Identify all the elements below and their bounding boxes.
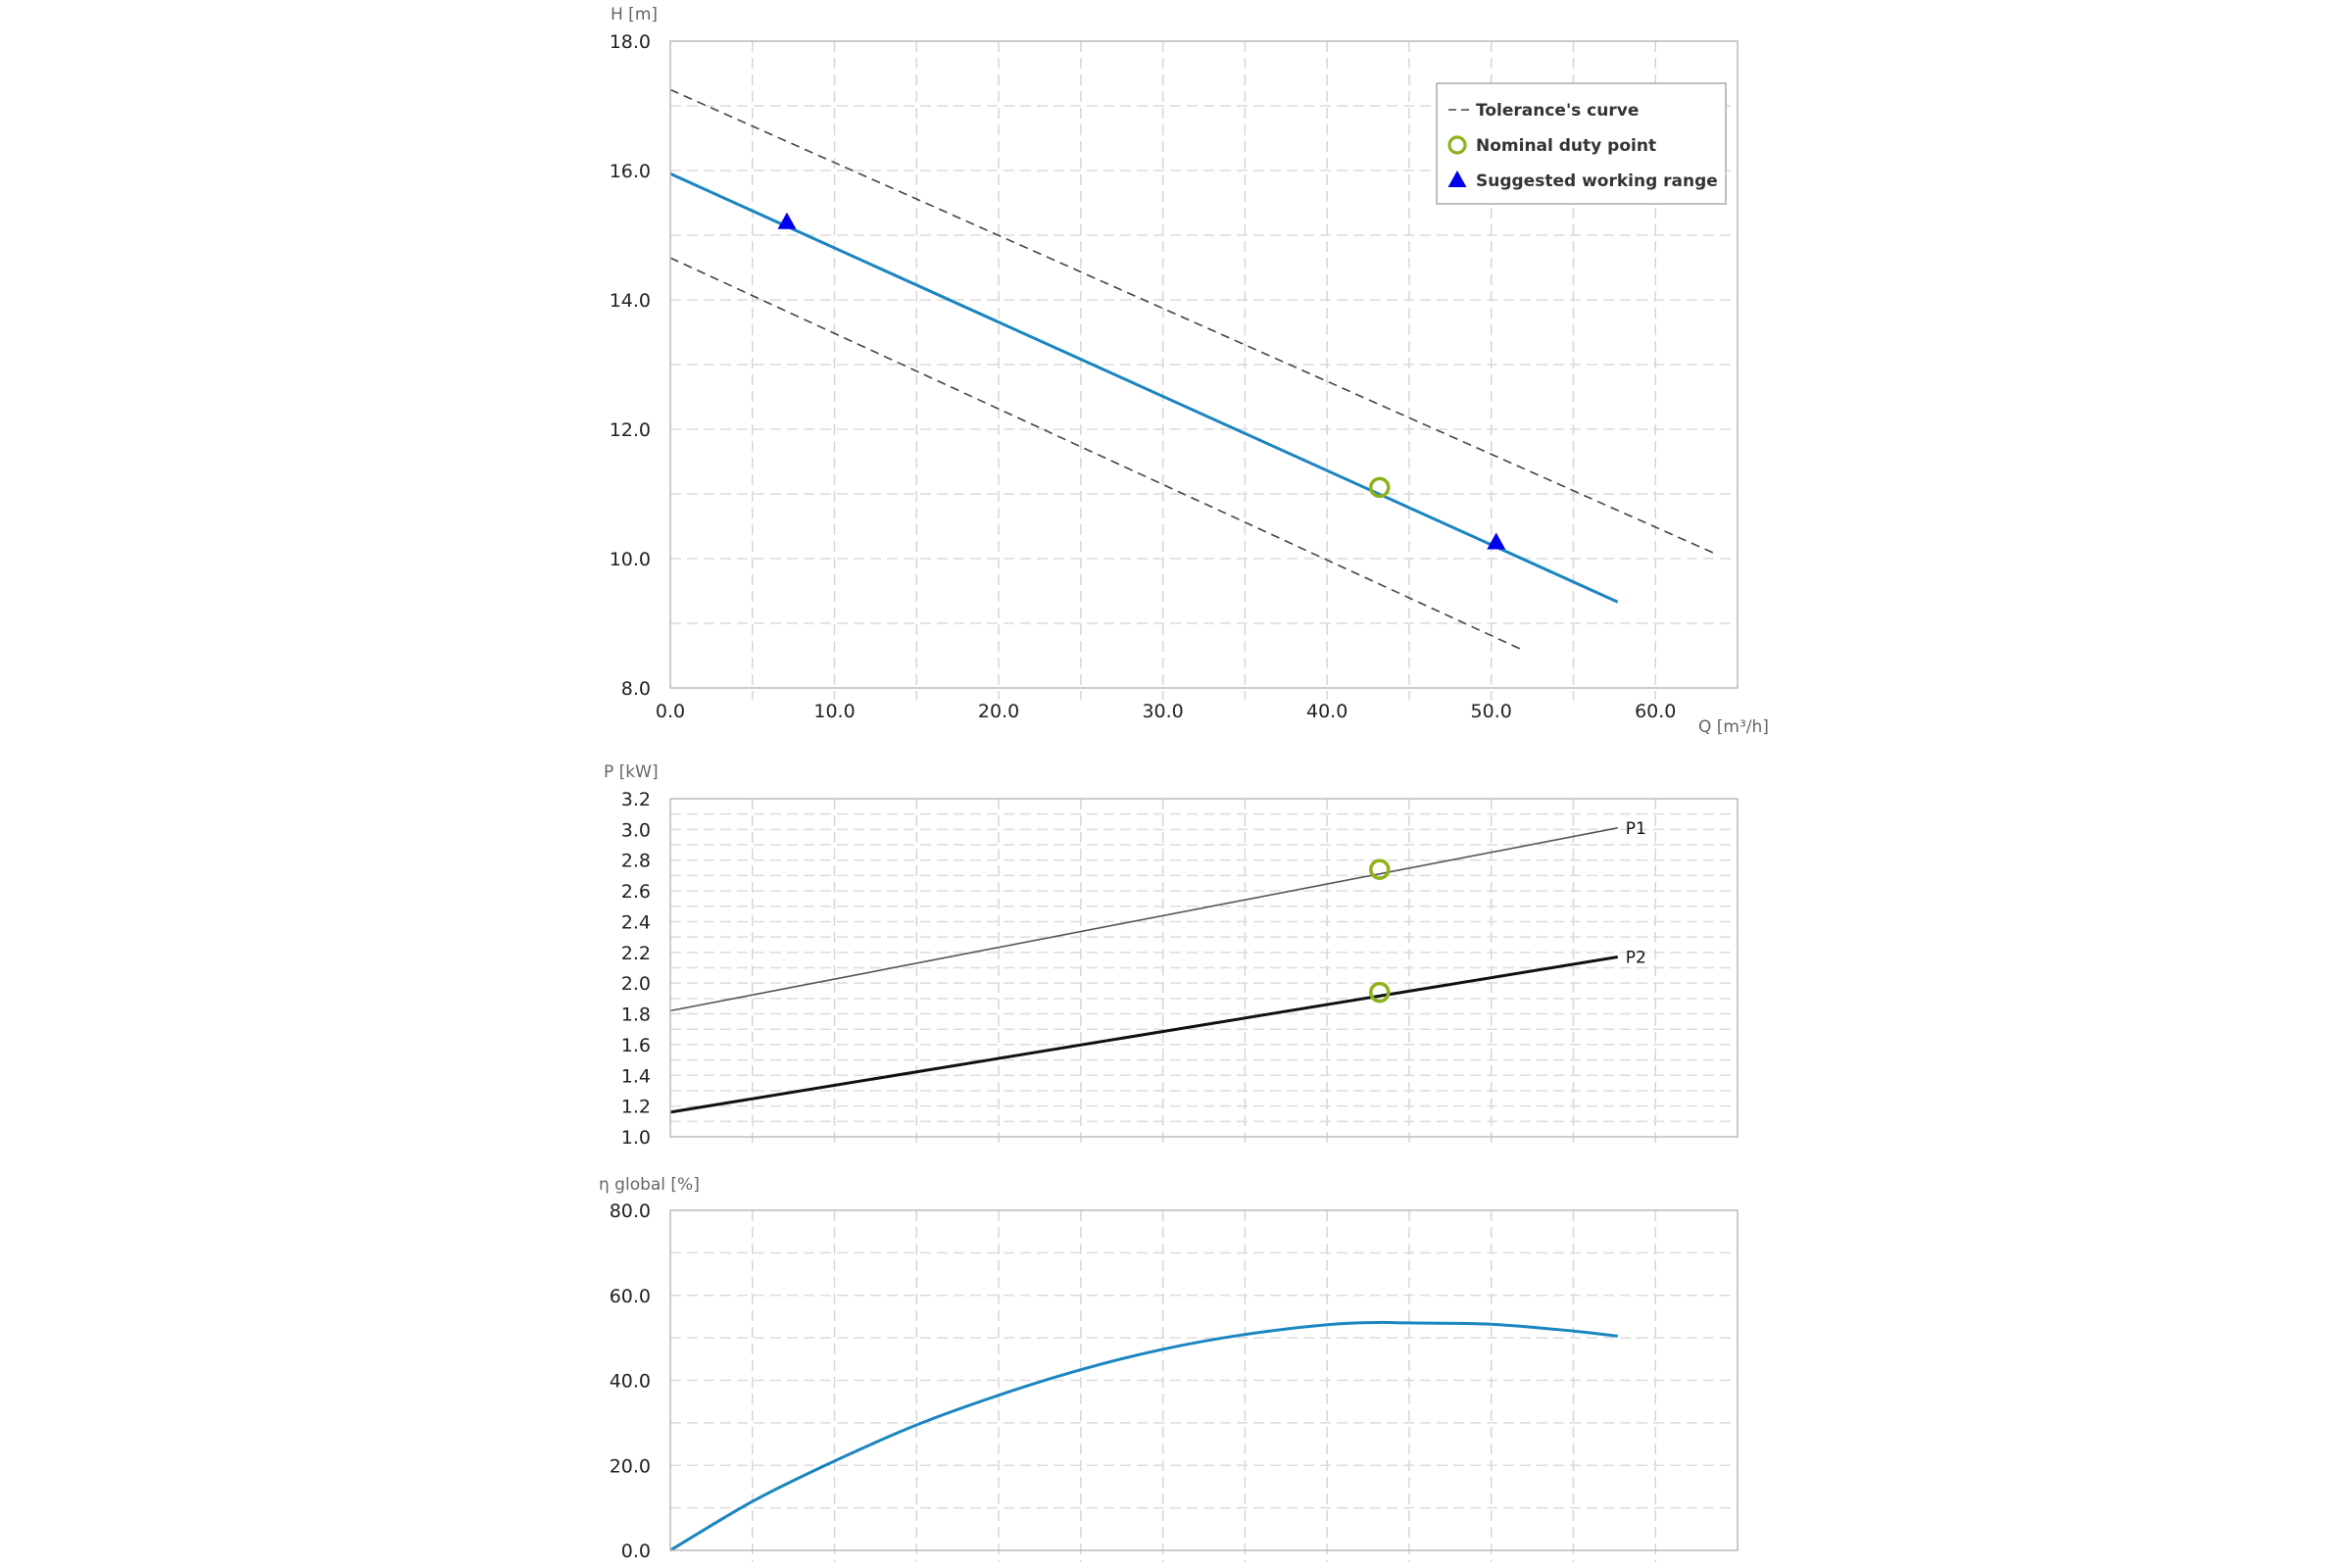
power-y-axis-label: P [kW] [604, 762, 659, 782]
y-tick-label: 60.0 [610, 1286, 651, 1307]
power-chart: 1.0 1.2 1.4 1.6 1.8 2.0 2.2 2.4 2.6 2.8 3.0 3.2 P [… [604, 762, 1739, 1149]
nominal-duty-point-marker [1369, 476, 1391, 499]
power-curves [669, 827, 1618, 1114]
head-x-axis-label: Q [m³/h] [1698, 717, 1769, 737]
legend-nominal-duty-label: Nominal duty point [1476, 136, 1656, 156]
head-x-tick-labels: 0.0 10.0 20.0 30.0 40.0 50.0 60.0 [656, 701, 1676, 722]
power-y-tick-labels: 1.0 1.2 1.4 1.6 1.8 2.0 2.2 2.4 2.6 2.8 3.0 3.2 [621, 789, 651, 1149]
head-plot-frame [669, 40, 1739, 689]
y-tick-label: 8.0 [621, 678, 651, 700]
head-curve [669, 172, 1619, 604]
y-tick-label: 18.0 [610, 31, 651, 53]
y-tick-label: 2.4 [621, 911, 651, 933]
head-y-axis-label: H [m] [611, 5, 658, 24]
duty-point-marker [1369, 858, 1391, 880]
legend-box [1436, 82, 1727, 205]
working-range-marker [1487, 532, 1506, 550]
y-tick-label: 80.0 [610, 1200, 651, 1222]
tolerance-curve-line [669, 257, 1522, 651]
head-curve-line [669, 172, 1619, 604]
x-tick-label: 10.0 [813, 701, 855, 722]
efficiency-y-axis-label: η global [%] [599, 1175, 700, 1195]
efficiency-chart: 0.0 20.0 40.0 60.0 80.0 η global [%] [599, 1175, 1739, 1562]
head-y-tick-labels: 8.0 10.0 12.0 14.0 16.0 18.0 [610, 31, 651, 700]
y-tick-label: 1.2 [621, 1097, 651, 1118]
power-markers [1369, 858, 1391, 1004]
efficiency-curve [669, 1320, 1618, 1552]
y-tick-label: 14.0 [610, 290, 651, 312]
head-tolerance-curves [669, 88, 1717, 651]
y-tick-label: 20.0 [610, 1455, 651, 1477]
y-tick-label: 0.0 [621, 1541, 651, 1562]
power-plot-frame [669, 798, 1739, 1138]
legend-triangle-icon [1447, 171, 1467, 187]
y-tick-label: 1.6 [621, 1035, 651, 1056]
p2-curve-label: P2 [1626, 949, 1646, 968]
x-tick-label: 50.0 [1471, 701, 1512, 722]
p1-curve-line [669, 827, 1618, 1012]
head-markers [777, 212, 1506, 550]
x-tick-label: 40.0 [1306, 701, 1348, 722]
y-tick-label: 3.0 [621, 819, 651, 841]
legend-working-range-label: Suggested working range [1476, 172, 1718, 191]
working-range-marker [777, 212, 797, 229]
legend-tolerance-label: Tolerance's curve [1476, 101, 1639, 121]
head-legend: Tolerance's curve Nominal duty point Sug… [1436, 82, 1727, 205]
efficiency-curve-line [669, 1320, 1618, 1552]
y-tick-label: 2.8 [621, 851, 651, 872]
y-tick-label: 3.2 [621, 789, 651, 810]
efficiency-y-tick-labels: 0.0 20.0 40.0 60.0 80.0 [610, 1200, 651, 1562]
y-tick-label: 1.0 [621, 1127, 651, 1149]
x-tick-label: 60.0 [1635, 701, 1676, 722]
x-tick-label: 20.0 [978, 701, 1019, 722]
y-tick-label: 2.6 [621, 881, 651, 903]
head-chart: 0.0 10.0 20.0 30.0 40.0 50.0 60.0 8.0 10.0 12.0 1… [610, 5, 1769, 737]
power-grid [670, 799, 1738, 1149]
y-tick-label: 40.0 [610, 1371, 651, 1393]
efficiency-grid [670, 1210, 1738, 1562]
y-tick-label: 10.0 [610, 549, 651, 570]
y-tick-label: 12.0 [610, 419, 651, 441]
y-tick-label: 2.0 [621, 973, 651, 995]
efficiency-plot-frame [669, 1209, 1739, 1551]
x-tick-label: 30.0 [1142, 701, 1183, 722]
y-tick-label: 1.4 [621, 1065, 651, 1087]
p1-curve-label: P1 [1626, 819, 1646, 839]
duty-point-marker [1369, 981, 1391, 1004]
p2-curve-line [669, 956, 1618, 1114]
legend-circle-icon [1447, 135, 1467, 155]
y-tick-label: 16.0 [610, 161, 651, 182]
x-tick-label: 0.0 [656, 701, 685, 722]
y-tick-label: 2.2 [621, 943, 651, 964]
y-tick-label: 1.8 [621, 1004, 651, 1026]
